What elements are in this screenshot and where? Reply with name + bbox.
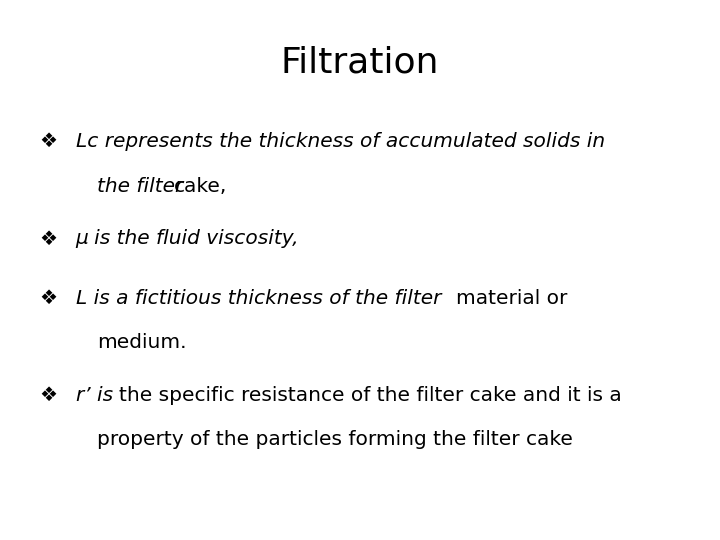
Text: μ is the fluid viscosity,: μ is the fluid viscosity, [76,230,299,248]
Text: ❖: ❖ [40,132,58,151]
Text: ❖: ❖ [40,230,58,248]
Text: the filter: the filter [97,177,190,195]
Text: property of the particles forming the filter cake: property of the particles forming the fi… [97,430,573,449]
Text: ❖: ❖ [40,289,58,308]
Text: L is a fictitious thickness of the filter: L is a fictitious thickness of the filte… [76,289,447,308]
Text: cake,: cake, [174,177,228,195]
Text: the specific resistance of the filter cake and it is a: the specific resistance of the filter ca… [119,386,621,405]
Text: Filtration: Filtration [281,46,439,80]
Text: medium.: medium. [97,333,186,352]
Text: ❖: ❖ [40,386,58,405]
Text: r’ is: r’ is [76,386,113,405]
Text: Lc represents the thickness of accumulated solids in: Lc represents the thickness of accumulat… [76,132,605,151]
Text: material or: material or [456,289,567,308]
